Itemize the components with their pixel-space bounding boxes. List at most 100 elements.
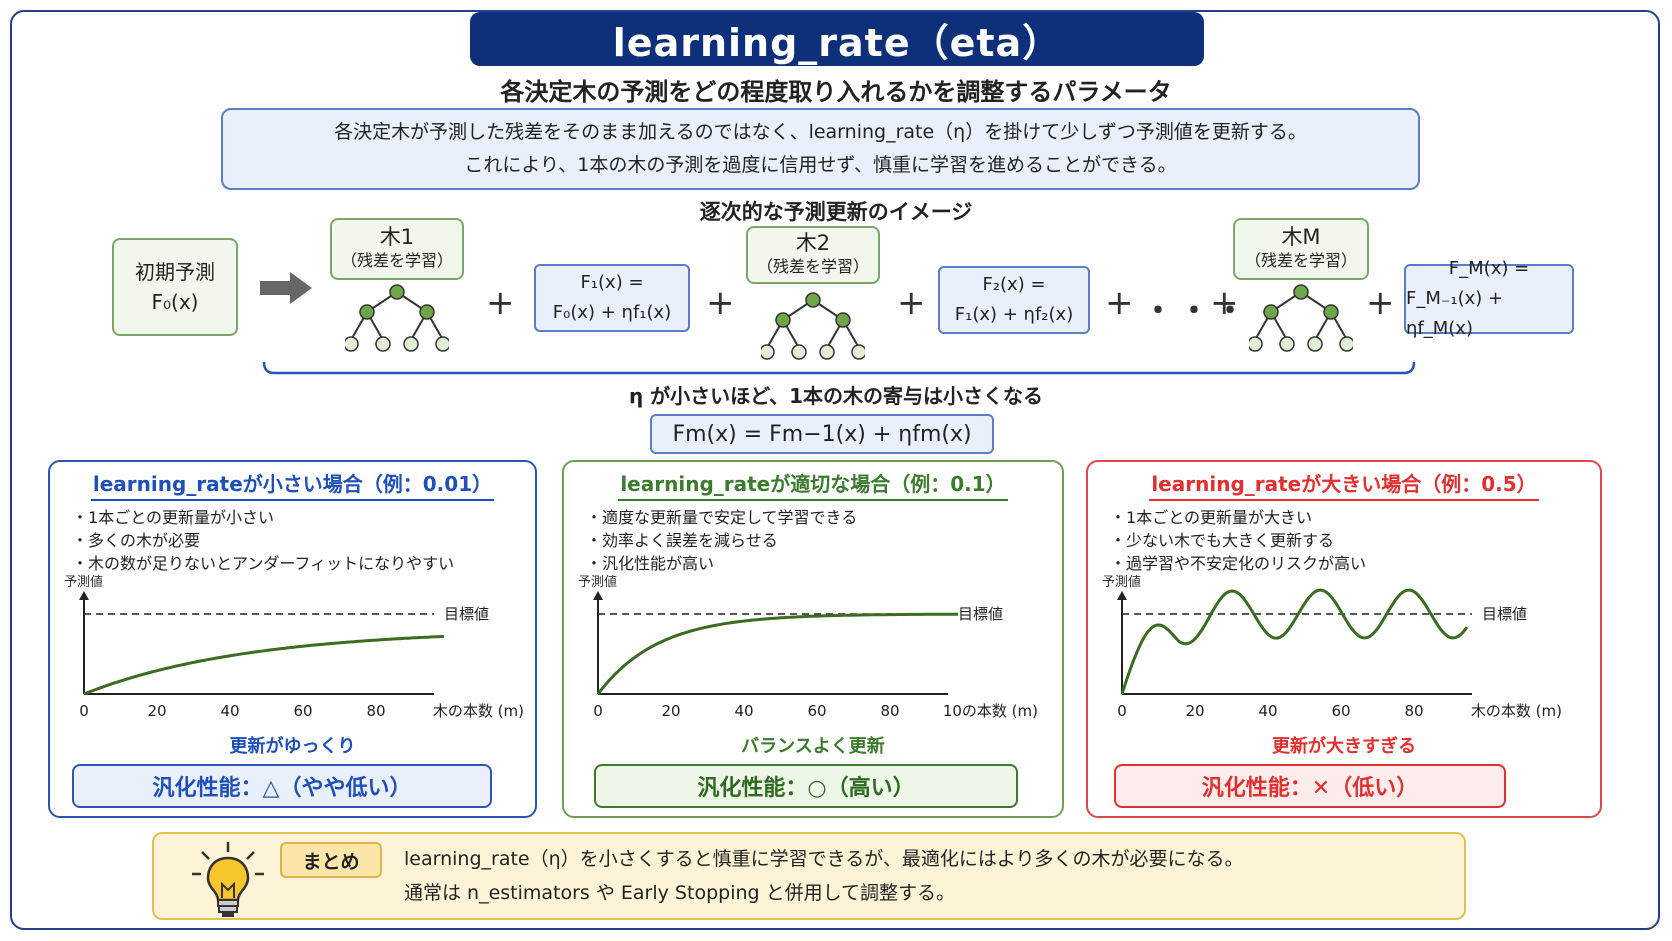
tree-node: [775, 312, 791, 328]
tree-2-icon: [761, 292, 865, 360]
update-1-line-1: F₁(x) =: [580, 272, 644, 293]
x-tick-label: 20: [661, 702, 680, 720]
bullet-list: 1本ごとの更新量が小さい 多くの木が必要 木の数が足りないとアンダーフィットにな…: [72, 506, 454, 575]
tree-node: [805, 292, 821, 308]
plus-sign: +: [1366, 283, 1395, 323]
tree-node: [835, 312, 851, 328]
plus-sign: +: [1105, 283, 1134, 323]
tree-2-name: 木2: [795, 231, 831, 255]
page-title: learning_rate（eta）: [470, 12, 1204, 66]
tree-m-icon: [1249, 284, 1353, 352]
list-item: 適度な更新量で安定して学習できる: [586, 506, 857, 529]
tree-leaf: [1339, 336, 1353, 352]
tree-leaf: [375, 336, 391, 352]
list-item: 汎化性能が高い: [586, 552, 857, 575]
tree-m-name: 木M: [1281, 225, 1321, 249]
eta-note: η が小さいほど、1本の木の寄与は小さくなる: [628, 384, 1044, 408]
tree-node: [1323, 304, 1339, 320]
description-line-1: 各決定木が予測した残差をそのまま加えるのではなく、learning_rate（η…: [334, 121, 1307, 143]
x-axis-label: 10の本数 (m): [943, 702, 1038, 720]
summary-line-2: 通常は n_estimators や Early Stopping と併用して調…: [404, 882, 956, 904]
x-tick-label: 80: [366, 702, 385, 720]
tree-leaf: [851, 344, 865, 360]
update-formula: Fm(x) = Fm−1(x) + ηfm(x): [650, 414, 994, 454]
panel-caption: バランスよく更新: [741, 736, 885, 757]
page-subtitle: 各決定木の予測をどの程度取り入れるかを調整するパラメータ: [500, 78, 1172, 106]
tree-m-label-box: 木M （残差を学習）: [1233, 218, 1369, 280]
x-tick-label: 80: [1404, 702, 1423, 720]
update-box-1: F₁(x) = F₀(x) + ηf₁(x): [534, 264, 690, 332]
plus-sign: +: [706, 283, 735, 323]
plus-sign: +: [897, 283, 926, 323]
target-label: 目標値: [444, 605, 489, 623]
bullet-list: 適度な更新量で安定して学習できる 効率よく誤差を減らせる 汎化性能が高い: [586, 506, 857, 575]
list-item: 木の数が足りないとアンダーフィットになりやすい: [72, 552, 454, 575]
tree-leaf: [403, 336, 419, 352]
tree-leaf: [1279, 336, 1295, 352]
tree-node: [389, 284, 405, 300]
x-tick-label: 60: [807, 702, 826, 720]
sequence-bracket: [262, 361, 1416, 375]
prediction-curve: [596, 612, 958, 695]
x-tick-label: 40: [220, 702, 239, 720]
list-item: 効率よく誤差を減らせる: [586, 529, 857, 552]
update-2-line-2: F₁(x) + ηf₂(x): [954, 304, 1074, 325]
update-m-line-2: F_M₋₁(x) + ηf_M(x): [1406, 288, 1504, 339]
tree-m-sub: （残差を学習）: [1244, 251, 1357, 270]
tree-node: [359, 304, 375, 320]
tree-leaf: [819, 344, 835, 360]
x-axis-label: 木の本数 (m): [433, 702, 524, 720]
tree-leaf: [761, 344, 775, 360]
x-tick-label: 40: [1258, 702, 1277, 720]
x-tick-label: 60: [1331, 702, 1350, 720]
panel-title: learning_rateが適切な場合（例：0.1）: [564, 468, 1062, 501]
summary-box: まとめ learning_rate（η）を小さくすると慎重に学習できるが、最適化…: [152, 832, 1466, 920]
panel-title: learning_rateが小さい場合（例：0.01）: [50, 468, 535, 501]
x-tick-label: 80: [880, 702, 899, 720]
summary-tag: まとめ: [280, 842, 382, 878]
sequence-title: 逐次的な予測更新のイメージ: [699, 200, 973, 224]
y-axis-label: 予測値: [1102, 574, 1141, 590]
x-tick-label: 20: [147, 702, 166, 720]
right-arrow-icon: [260, 272, 312, 304]
initial-prediction-label: 初期予測: [135, 260, 215, 284]
tree-leaf: [435, 336, 449, 352]
panel-good-lr: learning_rateが適切な場合（例：0.1） 適度な更新量で安定して学習…: [562, 460, 1064, 818]
x-tick-label: 0: [1117, 702, 1127, 720]
tree-1-label-box: 木1 （残差を学習）: [330, 218, 464, 280]
tree-node: [1293, 284, 1309, 300]
initial-prediction-formula: F₀(x): [151, 290, 199, 314]
panel-caption: 更新が大きすぎる: [1272, 736, 1416, 757]
y-axis-label: 予測値: [64, 574, 103, 590]
panel-large-lr: learning_rateが大きい場合（例：0.5） 1本ごとの更新量が大きい …: [1086, 460, 1602, 818]
x-tick-label: 40: [734, 702, 753, 720]
tree-2-label-box: 木2 （残差を学習）: [746, 226, 880, 284]
x-axis-label: 木の本数 (m): [1471, 702, 1562, 720]
tree-node: [1263, 304, 1279, 320]
update-m-line-1: F_M(x) =: [1448, 258, 1530, 279]
bullet-list: 1本ごとの更新量が大きい 少ない木でも大きく更新する 過学習や不安定化のリスクが…: [1110, 506, 1366, 575]
panel-title: learning_rateが大きい場合（例：0.5）: [1088, 468, 1600, 501]
list-item: 過学習や不安定化のリスクが高い: [1110, 552, 1366, 575]
verdict-badge: 汎化性能：△（やや低い）: [72, 764, 492, 808]
list-item: 1本ごとの更新量が小さい: [72, 506, 454, 529]
outer-frame: [10, 10, 1660, 930]
tree-2-sub: （残差を学習）: [756, 257, 869, 276]
prediction-curve: [83, 634, 445, 696]
target-label: 目標値: [958, 605, 1003, 623]
plus-sign: +: [486, 283, 515, 323]
lightbulb-icon: [192, 842, 264, 917]
x-tick-label: 0: [593, 702, 603, 720]
tree-leaf: [1307, 336, 1323, 352]
initial-prediction-box: 初期予測 F₀(x): [112, 238, 238, 336]
list-item: 1本ごとの更新量が大きい: [1110, 506, 1366, 529]
tree-node: [419, 304, 435, 320]
verdict-badge: 汎化性能：○（高い）: [594, 764, 1018, 808]
description-line-2: これにより、1本の木の予測を過度に信用せず、慎重に学習を進めることができる。: [464, 154, 1177, 176]
ellipsis: ・・・: [1143, 294, 1251, 329]
verdict-badge: 汎化性能：✕（低い）: [1114, 764, 1506, 808]
x-tick-label: 0: [79, 702, 89, 720]
